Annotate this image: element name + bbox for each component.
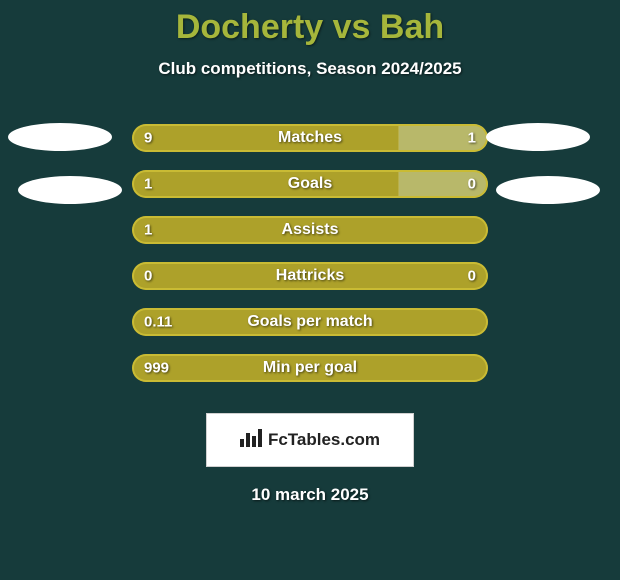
stat-value-left: 9: [144, 130, 152, 147]
brand-text: FcTables.com: [268, 430, 380, 450]
stat-label: Goals per match: [247, 313, 372, 331]
stat-row: Min per goal 999: [0, 345, 620, 391]
stat-row: Goals per match 0.11: [0, 299, 620, 345]
stat-bar: Assists 1: [132, 216, 488, 244]
stat-bar: Hattricks 0 0: [132, 262, 488, 290]
right-player-ellipse: [496, 176, 600, 204]
stat-value-left: 0: [144, 268, 152, 285]
comparison-infographic: Docherty vs Bah Club competitions, Seaso…: [0, 0, 620, 580]
page-subtitle: Club competitions, Season 2024/2025: [0, 59, 620, 79]
stat-value-right: 0: [468, 176, 476, 193]
left-player-ellipse: [18, 176, 122, 204]
stat-bar: Goals 1 0: [132, 170, 488, 198]
stat-label: Matches: [278, 129, 342, 147]
stat-label: Goals: [288, 175, 332, 193]
date-line: 10 march 2025: [0, 485, 620, 505]
stat-bar: Min per goal 999: [132, 354, 488, 382]
stat-value-left: 0.11: [144, 314, 172, 331]
stat-value-right: 0: [468, 268, 476, 285]
right-player-ellipse: [486, 123, 590, 151]
stat-row: Hattricks 0 0: [0, 253, 620, 299]
stat-value-left: 1: [144, 176, 152, 193]
brand-box: FcTables.com: [206, 413, 414, 467]
stat-label: Hattricks: [276, 267, 344, 285]
stat-row: Assists 1: [0, 207, 620, 253]
bar-left-fill: [132, 124, 399, 152]
stats-container: Matches91Goals10Assists1Hattricks00Goals…: [0, 115, 620, 391]
stat-bar: Matches 9 1: [132, 124, 488, 152]
left-player-ellipse: [8, 123, 112, 151]
stat-value-left: 999: [144, 360, 169, 377]
page-title: Docherty vs Bah: [0, 0, 620, 47]
stat-value-right: 1: [468, 130, 476, 147]
bar-left-fill: [132, 170, 399, 198]
stat-label: Min per goal: [263, 359, 357, 377]
stat-bar: Goals per match 0.11: [132, 308, 488, 336]
bars-chart-icon: [240, 429, 262, 452]
stat-label: Assists: [282, 221, 339, 239]
stat-value-left: 1: [144, 222, 152, 239]
